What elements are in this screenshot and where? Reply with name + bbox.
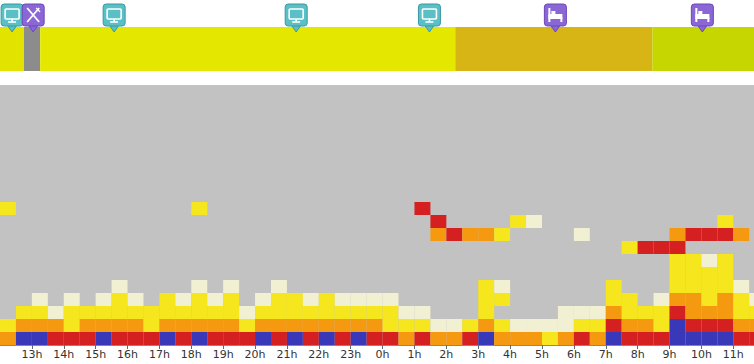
svg-text:0h: 0h xyxy=(376,348,390,361)
svg-text:6h: 6h xyxy=(567,348,581,361)
svg-text:7h: 7h xyxy=(599,348,613,361)
svg-text:2h: 2h xyxy=(439,348,453,361)
svg-text:13h: 13h xyxy=(21,348,42,361)
svg-text:15h: 15h xyxy=(85,348,106,361)
svg-text:19h: 19h xyxy=(213,348,234,361)
svg-text:1h: 1h xyxy=(407,348,421,361)
svg-text:18h: 18h xyxy=(181,348,202,361)
svg-text:8h: 8h xyxy=(631,348,645,361)
svg-text:17h: 17h xyxy=(149,348,170,361)
svg-text:11h: 11h xyxy=(723,348,744,361)
svg-text:4h: 4h xyxy=(503,348,517,361)
svg-text:14h: 14h xyxy=(53,348,74,361)
svg-text:20h: 20h xyxy=(245,348,266,361)
svg-text:16h: 16h xyxy=(117,348,138,361)
svg-text:23h: 23h xyxy=(340,348,361,361)
svg-text:22h: 22h xyxy=(308,348,329,361)
svg-text:21h: 21h xyxy=(276,348,297,361)
svg-text:3h: 3h xyxy=(471,348,485,361)
svg-text:9h: 9h xyxy=(663,348,677,361)
svg-text:5h: 5h xyxy=(535,348,549,361)
svg-text:10h: 10h xyxy=(691,348,712,361)
